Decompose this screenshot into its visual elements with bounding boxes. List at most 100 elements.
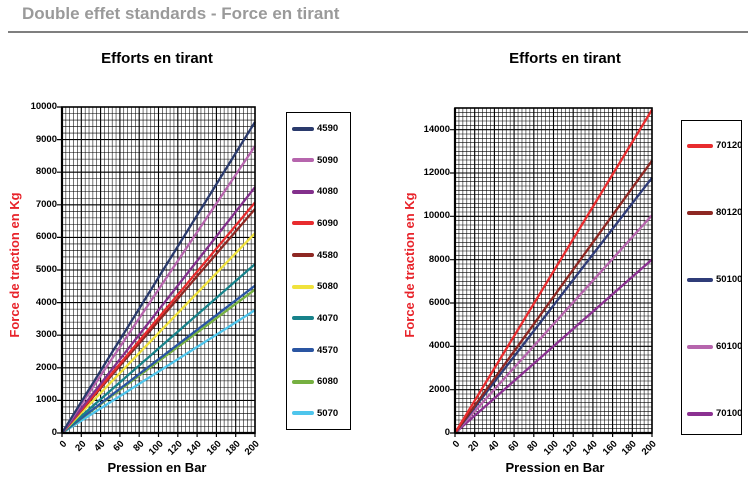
series-line-4570: [61, 284, 256, 434]
series-line-6090: [61, 201, 256, 434]
series-line-70120: [454, 109, 653, 434]
series-label: 6090: [317, 217, 339, 229]
x-tick-label: 40: [92, 438, 108, 454]
legend-item-4080: 4080: [287, 186, 350, 197]
series-line-4070: [61, 263, 256, 434]
series-label: 4580: [317, 249, 339, 261]
series-line-80120: [454, 159, 653, 434]
x-tick-label: 80: [130, 438, 147, 454]
axis-lines: [453, 108, 652, 435]
legend-item-50100: 50100: [682, 274, 743, 285]
series-color-swatch: [292, 158, 314, 163]
axis-ticks: [450, 129, 653, 437]
y-tick-label: 0: [51, 427, 57, 438]
legend-item-4070: 4070: [287, 313, 350, 324]
series-line-4080: [61, 186, 256, 434]
title-divider: [8, 31, 748, 33]
y-tick-label: 5000: [35, 264, 57, 275]
y-tick-label: 4000: [35, 296, 57, 308]
x-axis-title: Pression en Bar: [107, 460, 207, 475]
y-tick-label: 8000: [35, 166, 57, 178]
series-label: 70120: [716, 140, 743, 151]
legend-item-80120: 80120: [682, 207, 743, 218]
axis-ticks: [57, 106, 256, 437]
y-tick-labels: 0 2000 4000 6000 8000 10000 12000 14000: [405, 108, 450, 438]
legend-item-70120: 70120: [682, 140, 743, 151]
legend-item-6080: 6080: [287, 376, 350, 387]
y-tick-label: 2000: [428, 383, 450, 395]
series-label: 5090: [317, 154, 339, 166]
legend-item-70100: 70100: [682, 408, 743, 419]
x-tick-label: 40: [486, 438, 502, 454]
series-color-swatch: [292, 221, 314, 226]
series-color-swatch: [687, 277, 713, 282]
x-tick-label: 200: [242, 438, 262, 458]
y-tick-label: 10000: [30, 101, 57, 112]
y-tick-label: 6000: [35, 231, 57, 243]
axis-lines: [60, 107, 255, 435]
series-color-swatch: [292, 379, 314, 384]
series-label: 50100: [716, 274, 743, 285]
y-tick-label: 9000: [35, 133, 57, 145]
series-label: 5080: [317, 281, 339, 293]
x-tick-label: 60: [111, 438, 127, 454]
series-color-swatch: [292, 284, 314, 289]
legend-item-6090: 6090: [287, 218, 350, 229]
y-tick-label: 12000: [423, 167, 450, 178]
legend-item-4580: 4580: [287, 250, 350, 261]
series-line-5090: [61, 145, 256, 434]
series-label: 4070: [317, 312, 339, 324]
legend: 70120 80120 50100 60100 70100: [681, 120, 742, 435]
y-tick-label: 3000: [35, 329, 57, 341]
series-label: 4590: [317, 123, 339, 134]
series-line-70100: [454, 258, 653, 434]
y-tick-label: 10000: [423, 210, 450, 222]
series-color-swatch: [292, 253, 314, 258]
legend-item-4590: 4590: [287, 123, 350, 134]
series-label: 4570: [317, 344, 339, 356]
y-tick-label: 6000: [428, 297, 450, 308]
series-color-swatch: [292, 126, 314, 131]
series-color-swatch: [292, 189, 314, 194]
series-line-60100: [454, 214, 653, 434]
x-tick-label: 60: [505, 438, 521, 454]
series-label: 60100: [716, 341, 743, 352]
series-label: 80120: [716, 207, 743, 218]
y-tick-label: 7000: [35, 198, 57, 210]
x-tick-label: 180: [620, 438, 640, 458]
series-line-5080: [61, 232, 256, 434]
series-line-5070: [61, 309, 256, 434]
chart-title: Efforts en tirant: [101, 50, 213, 67]
series-line-50100: [454, 177, 653, 434]
series-label: 6080: [317, 376, 339, 388]
legend-item-5070: 5070: [287, 408, 350, 419]
x-tick-label: 180: [223, 438, 243, 458]
y-tick-label: 1000: [35, 394, 57, 406]
series-color-swatch: [292, 316, 314, 321]
y-tick-label: 4000: [428, 340, 450, 352]
series-color-swatch: [292, 348, 314, 353]
y-tick-label: 14000: [423, 123, 450, 135]
y-tick-label: 2000: [35, 361, 57, 373]
major-gridlines: [61, 106, 256, 434]
legend-item-4570: 4570: [287, 345, 350, 356]
x-tick-label: 0: [57, 438, 69, 451]
series-color-swatch: [687, 210, 713, 215]
series-label: 5070: [317, 407, 339, 419]
y-tick-label: 0: [444, 427, 450, 438]
x-tick-label: 140: [184, 438, 204, 458]
chart-title: Efforts en tirant: [509, 50, 621, 67]
x-tick-label: 20: [466, 438, 482, 454]
legend: 4590 5090 4080 6090 4580 5080 4070 4570 6080 5070: [286, 112, 351, 430]
x-tick-label: 100: [146, 438, 166, 458]
series-line-4590: [61, 121, 256, 434]
x-tick-label: 160: [204, 438, 224, 458]
series-color-swatch: [292, 411, 314, 416]
x-tick-label: 20: [72, 438, 89, 454]
x-tick-label: 120: [561, 438, 581, 458]
series-label: 70100: [716, 408, 743, 419]
x-tick-label: 140: [580, 438, 600, 458]
x-tick-label: 0: [450, 438, 462, 451]
x-tick-label: 200: [639, 438, 659, 458]
series-color-swatch: [687, 411, 713, 416]
